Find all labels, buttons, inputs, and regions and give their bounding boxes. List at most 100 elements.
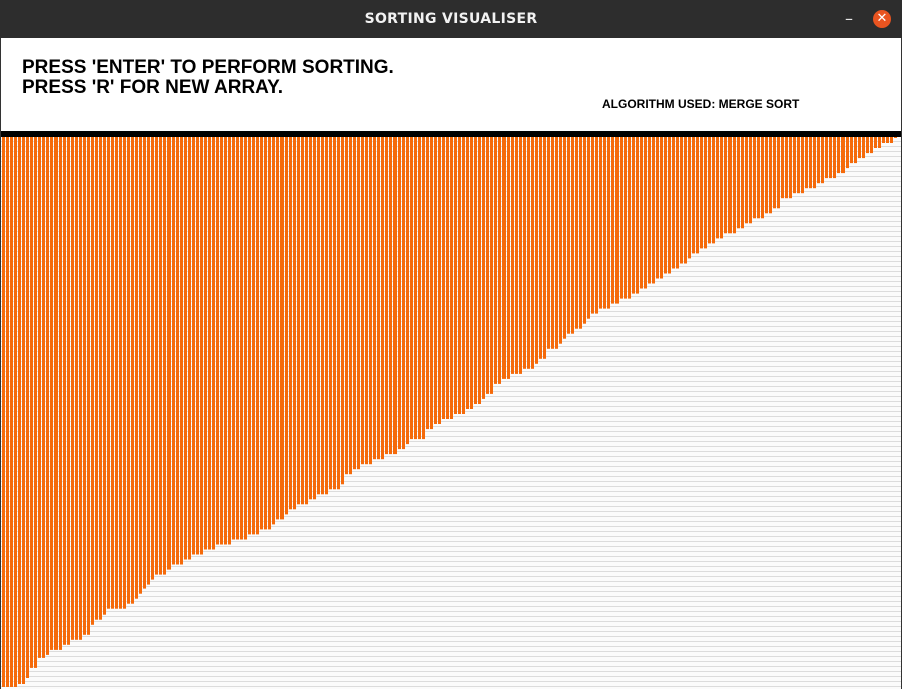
bar xyxy=(882,137,885,143)
bar xyxy=(519,137,522,374)
bar xyxy=(220,137,223,545)
bar xyxy=(131,137,134,604)
bar xyxy=(430,137,433,430)
bar xyxy=(474,137,477,404)
bar xyxy=(276,137,279,520)
bar xyxy=(6,137,9,687)
bar xyxy=(345,137,348,475)
bar xyxy=(753,137,756,219)
bar xyxy=(208,137,211,550)
bar xyxy=(163,137,166,575)
bar xyxy=(712,137,715,244)
bar xyxy=(244,137,247,540)
instruction-reset: PRESS 'R' FOR NEW ARRAY. xyxy=(22,77,283,98)
bar xyxy=(268,137,271,530)
bar xyxy=(789,137,792,199)
bar xyxy=(563,137,566,339)
bar xyxy=(870,137,873,154)
bar xyxy=(809,137,812,189)
bar xyxy=(749,137,752,224)
bar xyxy=(79,137,82,640)
bar xyxy=(454,137,457,414)
bar xyxy=(422,137,425,440)
bar xyxy=(236,137,239,540)
bar xyxy=(393,137,397,455)
bar xyxy=(252,137,255,535)
bar xyxy=(224,137,227,545)
bar xyxy=(180,137,183,565)
bar xyxy=(620,137,623,299)
bar xyxy=(837,137,840,174)
bar xyxy=(696,137,699,254)
bar xyxy=(357,137,360,470)
bar xyxy=(555,137,558,349)
bar xyxy=(67,137,70,645)
bar xyxy=(680,137,683,264)
bar xyxy=(720,137,723,239)
bar xyxy=(833,137,836,179)
window-border-left xyxy=(0,38,1,689)
bar xyxy=(317,137,320,495)
bar xyxy=(46,137,49,655)
bar xyxy=(531,137,534,369)
bar xyxy=(14,137,17,687)
bar xyxy=(813,137,816,189)
bar xyxy=(212,137,215,550)
bar xyxy=(676,137,679,269)
bar xyxy=(773,137,776,209)
bar xyxy=(127,137,130,604)
bar xyxy=(293,137,296,510)
bar xyxy=(511,137,514,374)
bar xyxy=(301,137,304,505)
bar xyxy=(886,137,889,143)
bar xyxy=(539,137,542,359)
bar xyxy=(628,137,631,299)
bar xyxy=(551,137,554,349)
bar xyxy=(632,137,635,294)
bar xyxy=(515,137,518,374)
bar xyxy=(825,137,828,179)
close-button[interactable]: ✕ xyxy=(873,10,891,28)
bar xyxy=(878,137,881,148)
bar xyxy=(708,137,711,244)
bar xyxy=(757,137,760,219)
bar xyxy=(579,137,582,329)
bar xyxy=(494,137,497,384)
bar xyxy=(10,137,13,687)
bar xyxy=(777,137,780,209)
bar xyxy=(704,137,707,249)
bar xyxy=(59,137,62,650)
bar xyxy=(389,137,392,455)
bar xyxy=(184,137,187,560)
bar xyxy=(18,137,21,684)
bar xyxy=(248,137,251,535)
bar xyxy=(507,137,510,379)
bar xyxy=(890,137,893,143)
bar xyxy=(841,137,845,174)
bar xyxy=(240,137,243,540)
bar xyxy=(30,137,33,668)
bar xyxy=(527,137,530,369)
title-bar[interactable]: SORTING VISUALISER – ✕ xyxy=(0,0,902,38)
bar xyxy=(63,137,66,645)
bar xyxy=(745,137,748,224)
bar xyxy=(111,137,114,609)
bar xyxy=(414,137,417,440)
bar xyxy=(305,137,308,505)
bar xyxy=(22,137,25,684)
bar xyxy=(297,137,300,505)
bar xyxy=(724,137,727,234)
bar xyxy=(446,137,449,419)
bar xyxy=(817,137,820,184)
bar xyxy=(147,137,150,585)
bar xyxy=(575,137,578,329)
bar xyxy=(805,137,808,189)
bar xyxy=(410,137,413,440)
bar xyxy=(309,137,312,500)
minimize-button[interactable]: – xyxy=(845,9,853,28)
bar xyxy=(502,137,506,379)
bar xyxy=(151,137,154,580)
bar xyxy=(289,137,292,510)
algorithm-label: ALGORITHM USED: MERGE SORT xyxy=(602,97,800,111)
bar xyxy=(353,137,356,470)
